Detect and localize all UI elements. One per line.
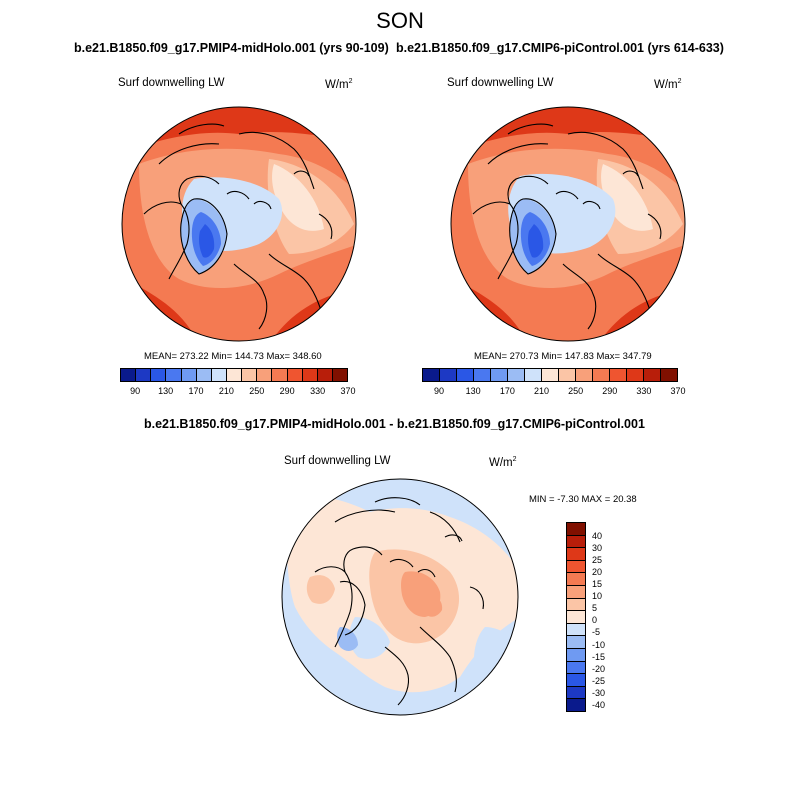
colorbar-tick-label: 90 — [130, 386, 141, 396]
colorbar-swatch — [610, 369, 627, 381]
colorbar-tick-label: 210 — [533, 386, 549, 396]
colorbar-swatch — [567, 535, 585, 549]
colorbar-swatch — [567, 674, 585, 687]
colorbar-swatch — [302, 369, 318, 381]
colorbar-tick-label: 15 — [592, 579, 603, 590]
colorbar-swatch — [567, 648, 585, 662]
colorbar-tick-label: 330 — [310, 386, 326, 396]
colorbar-swatch — [567, 548, 585, 561]
colorbar-tick-label: 10 — [592, 591, 603, 602]
colorbar-tick-label: 0 — [592, 615, 598, 626]
colorbar-tick-label: 210 — [218, 386, 234, 396]
colorbar-swatch — [272, 369, 288, 381]
colorbar-swatch — [457, 369, 474, 381]
colorbar-swatch — [166, 369, 182, 381]
colorbar-tick-label: 370 — [340, 386, 356, 396]
panel1-units: W/m2 — [325, 78, 353, 91]
panel1-stats: MEAN= 273.22 Min= 144.73 Max= 348.60 — [144, 351, 322, 362]
colorbar-swatch — [567, 661, 585, 675]
colorbar-swatch — [567, 585, 585, 599]
panel2-title: b.e21.B1850.f09_g17.CMIP6-piControl.001 … — [396, 41, 724, 55]
panel3-stats: MIN = -7.30 MAX = 20.38 — [529, 494, 637, 505]
colorbar-swatch — [567, 686, 585, 700]
colorbar-swatch — [627, 369, 644, 381]
figure-title: SON — [376, 8, 424, 33]
colorbar-swatch — [317, 369, 333, 381]
colorbar-swatch — [136, 369, 152, 381]
colorbar-swatch — [332, 369, 348, 381]
colorbar-swatch — [567, 636, 585, 649]
colorbar-tick-label: 370 — [670, 386, 686, 396]
colorbar-tick-label: 90 — [434, 386, 445, 396]
colorbar-swatch — [211, 369, 227, 381]
colorbar-swatch — [542, 369, 559, 381]
colorbar-tick-label: -30 — [592, 687, 606, 698]
panel3-polar-map — [281, 478, 519, 716]
colorbar-tick-label: 130 — [465, 386, 481, 396]
panel1-colorbar-ticks: 90 130 170 210 250 290 330 370 — [120, 386, 355, 400]
panel2-variable-label: Surf downwelling LW — [447, 77, 554, 89]
panel2-colorbar — [422, 368, 678, 382]
panel3-colorbar-ticks: 40 30 25 20 15 10 5 0 -5 -10 -15 -20 -25 -30 -40 — [592, 522, 632, 712]
panel1-colorbar — [120, 368, 348, 382]
colorbar-swatch — [242, 369, 258, 381]
colorbar-swatch — [576, 369, 593, 381]
panel3-colorbar — [566, 522, 586, 712]
panel1-variable-label: Surf downwelling LW — [118, 77, 225, 89]
colorbar-swatch — [257, 369, 273, 381]
colorbar-swatch — [491, 369, 508, 381]
panel1-title: b.e21.B1850.f09_g17.PMIP4-midHolo.001 (y… — [74, 41, 389, 55]
colorbar-swatch — [644, 369, 661, 381]
colorbar-tick-label: 130 — [158, 386, 174, 396]
panel2-polar-map — [450, 106, 686, 342]
colorbar-swatch — [567, 598, 585, 612]
panel3-title: b.e21.B1850.f09_g17.PMIP4-midHolo.001 - … — [144, 417, 645, 431]
colorbar-swatch — [196, 369, 212, 381]
colorbar-tick-label: 170 — [499, 386, 515, 396]
colorbar-swatch — [567, 523, 585, 536]
colorbar-tick-label: -10 — [592, 639, 606, 650]
colorbar-tick-label: 40 — [592, 531, 603, 542]
colorbar-swatch — [181, 369, 197, 381]
colorbar-swatch — [567, 623, 585, 637]
colorbar-tick-label: 20 — [592, 567, 603, 578]
colorbar-tick-label: 250 — [249, 386, 265, 396]
colorbar-swatch — [151, 369, 167, 381]
colorbar-tick-label: 5 — [592, 603, 598, 614]
colorbar-swatch — [423, 369, 440, 381]
colorbar-swatch — [121, 369, 137, 381]
colorbar-tick-label: 330 — [636, 386, 652, 396]
colorbar-swatch — [559, 369, 576, 381]
colorbar-tick-label: 250 — [568, 386, 584, 396]
colorbar-swatch — [567, 560, 585, 574]
colorbar-swatch — [567, 611, 585, 624]
panel3-variable-label: Surf downwelling LW — [284, 455, 391, 467]
colorbar-tick-label: 290 — [279, 386, 295, 396]
colorbar-swatch — [661, 369, 677, 381]
panel3-units: W/m2 — [489, 456, 517, 469]
colorbar-swatch — [525, 369, 542, 381]
colorbar-tick-label: 170 — [188, 386, 204, 396]
colorbar-tick-label: -40 — [592, 699, 606, 710]
colorbar-swatch — [226, 369, 243, 381]
panel2-units: W/m2 — [654, 78, 682, 91]
colorbar-tick-label: -5 — [592, 627, 601, 638]
colorbar-tick-label: -20 — [592, 663, 606, 674]
panel1-polar-map — [121, 106, 357, 342]
colorbar-swatch — [508, 369, 525, 381]
colorbar-swatch — [474, 369, 491, 381]
colorbar-swatch — [567, 699, 585, 711]
colorbar-tick-label: -25 — [592, 675, 606, 686]
colorbar-swatch — [593, 369, 610, 381]
colorbar-swatch — [287, 369, 303, 381]
colorbar-tick-label: -15 — [592, 651, 606, 662]
colorbar-tick-label: 30 — [592, 543, 603, 554]
panel2-stats: MEAN= 270.73 Min= 147.83 Max= 347.79 — [474, 351, 652, 362]
colorbar-tick-label: 290 — [602, 386, 618, 396]
colorbar-swatch — [567, 573, 585, 586]
panel2-colorbar-ticks: 90 130 170 210 250 290 330 370 — [422, 386, 685, 400]
colorbar-swatch — [440, 369, 457, 381]
colorbar-tick-label: 25 — [592, 555, 603, 566]
